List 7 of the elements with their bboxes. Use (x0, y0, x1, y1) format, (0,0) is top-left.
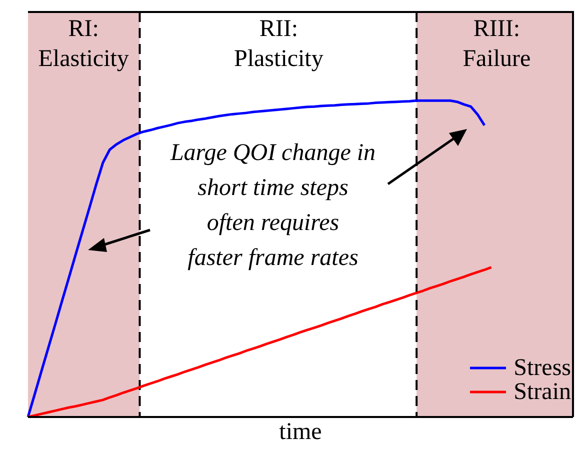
text: RIII: Failure (462, 15, 532, 74)
legend-label: Strain (514, 379, 571, 405)
annotation: Large QOI change in short time steps often requires faster frame rates (169, 139, 377, 273)
text: RI: Elasticity (37, 15, 130, 74)
x-axis-title: time (279, 419, 322, 445)
legend-label: Stress (514, 355, 571, 381)
text: RII: Plasticity (233, 15, 324, 74)
